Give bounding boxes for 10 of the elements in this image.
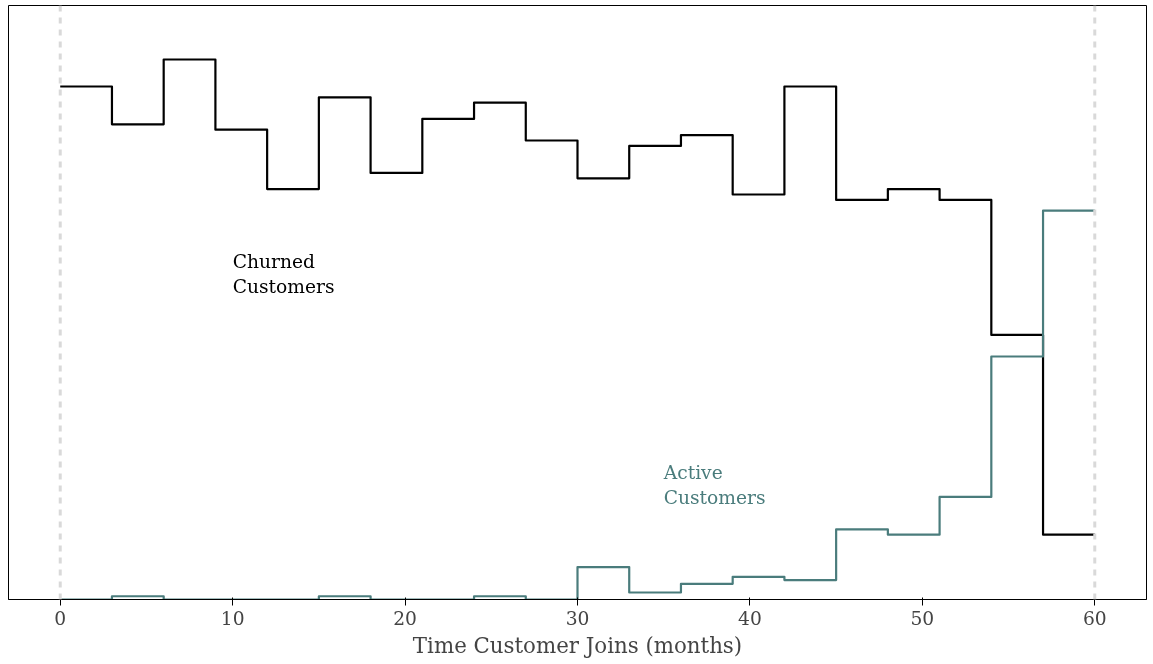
- text: Active Customers: [662, 461, 766, 508]
- x-tick-label: 0: [54, 607, 67, 629]
- x-axis-title: Time Customer Joins (months): [412, 632, 743, 658]
- x-tick-label: 20: [393, 607, 417, 629]
- text: Churned Customers: [232, 250, 335, 298]
- x-tick-label: 50: [910, 607, 935, 629]
- x-tick-label: 10: [220, 607, 245, 629]
- x-tick-label: 40: [738, 607, 762, 629]
- x-tick-label: 60: [1082, 607, 1107, 629]
- x-tick-label: 30: [565, 607, 590, 629]
